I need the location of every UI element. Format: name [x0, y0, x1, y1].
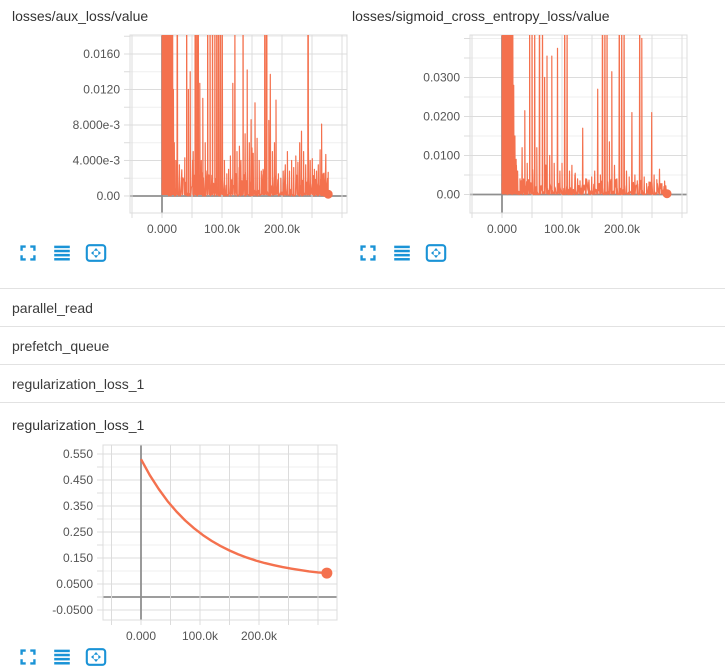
svg-text:0.0100: 0.0100: [423, 149, 460, 163]
runs-selector-button[interactable]: [50, 645, 74, 669]
chart-title-regularization-loss: regularization_loss_1: [12, 417, 145, 433]
svg-text:0.000: 0.000: [147, 222, 177, 236]
svg-text:0.000: 0.000: [487, 222, 517, 236]
svg-text:0.0200: 0.0200: [423, 110, 460, 124]
runs-selector-button[interactable]: [50, 241, 74, 265]
svg-text:0.000: 0.000: [126, 629, 156, 643]
svg-text:200.0k: 200.0k: [604, 222, 641, 236]
svg-text:0.0300: 0.0300: [423, 71, 460, 85]
svg-text:200.0k: 200.0k: [264, 222, 301, 236]
chart-title-aux-loss: losses/aux_loss/value: [12, 8, 149, 24]
fit-domain-button[interactable]: [84, 241, 108, 265]
svg-text:-0.0500: -0.0500: [52, 603, 93, 617]
fullscreen-expand-icon: [17, 646, 39, 668]
svg-text:0.350: 0.350: [63, 499, 93, 513]
category-label: regularization_loss_1: [12, 375, 145, 392]
scalar-chart-regularization-loss[interactable]: -0.0500 0.0500 0.150 0.250 0.350 0.450 0.550 0.…: [0, 436, 360, 648]
svg-text:0.550: 0.550: [63, 447, 93, 461]
fit-domain-to-data-icon: [424, 241, 448, 265]
scalar-chart-aux-loss[interactable]: 0.00 4.000e-3 8.000e-3 0.0120 0.0160 0.000 100…: [0, 28, 360, 240]
category-label: parallel_read: [12, 299, 93, 316]
svg-text:0.0160: 0.0160: [83, 47, 120, 61]
fullscreen-expand-button[interactable]: [16, 241, 40, 265]
svg-text:0.150: 0.150: [63, 551, 93, 565]
svg-text:0.0500: 0.0500: [56, 577, 93, 591]
svg-text:8.000e-3: 8.000e-3: [73, 118, 121, 132]
chart-toolbar-sigmoid-xent: [356, 241, 448, 265]
chart-title-sigmoid-xent: losses/sigmoid_cross_entropy_loss/value: [352, 8, 610, 24]
svg-text:4.000e-3: 4.000e-3: [73, 153, 121, 167]
runs-lines-icon: [391, 242, 413, 264]
runs-selector-button[interactable]: [390, 241, 414, 265]
fullscreen-expand-button[interactable]: [356, 241, 380, 265]
svg-text:100.0k: 100.0k: [204, 222, 241, 236]
runs-lines-icon: [51, 646, 73, 668]
fit-domain-to-data-icon: [84, 241, 108, 265]
svg-text:100.0k: 100.0k: [544, 222, 581, 236]
svg-text:0.00: 0.00: [97, 189, 121, 203]
svg-text:0.450: 0.450: [63, 473, 93, 487]
fullscreen-expand-icon: [17, 242, 39, 264]
category-list: parallel_read prefetch_queue regularizat…: [0, 288, 725, 403]
scalar-chart-sigmoid-xent[interactable]: 0.00 0.0100 0.0200 0.0300 0.000 100.0k 200.0k: [340, 28, 700, 240]
svg-text:200.0k: 200.0k: [241, 629, 278, 643]
fit-domain-to-data-icon: [84, 645, 108, 669]
fit-domain-button[interactable]: [424, 241, 448, 265]
svg-text:0.0120: 0.0120: [83, 82, 120, 96]
category-row-regularization-loss-1[interactable]: regularization_loss_1: [0, 365, 725, 403]
fit-domain-button[interactable]: [84, 645, 108, 669]
category-label: prefetch_queue: [12, 337, 110, 354]
category-row-prefetch-queue[interactable]: prefetch_queue: [0, 327, 725, 365]
svg-text:0.00: 0.00: [437, 187, 461, 201]
runs-lines-icon: [51, 242, 73, 264]
category-row-parallel-read[interactable]: parallel_read: [0, 289, 725, 327]
fullscreen-expand-icon: [357, 242, 379, 264]
chart-toolbar-aux-loss: [16, 241, 108, 265]
svg-text:100.0k: 100.0k: [182, 629, 219, 643]
chart-toolbar-regularization-loss: [16, 645, 108, 669]
fullscreen-expand-button[interactable]: [16, 645, 40, 669]
svg-text:0.250: 0.250: [63, 525, 93, 539]
